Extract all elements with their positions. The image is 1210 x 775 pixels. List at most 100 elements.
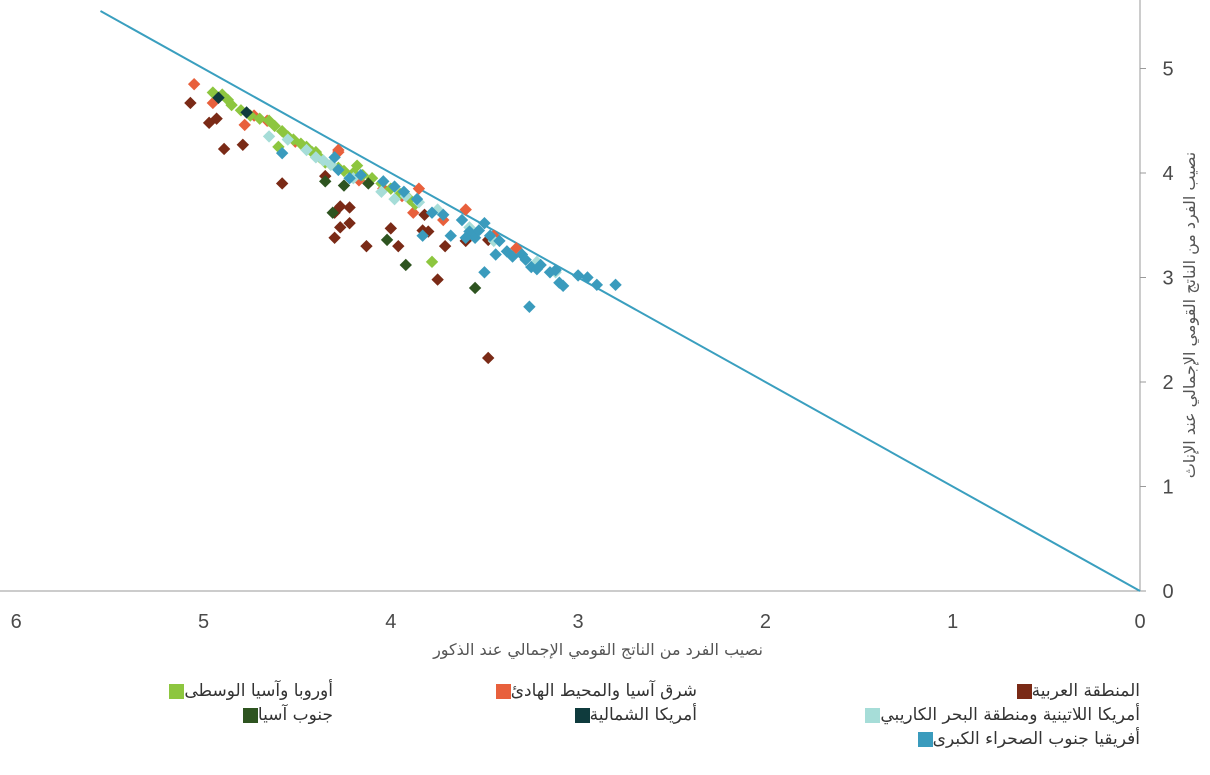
legend-item: أفريقيا جنوب الصحراء الكبرى <box>910 729 1140 749</box>
data-point <box>549 263 562 277</box>
legend-item: أوروبا وآسيا الوسطى <box>161 681 333 701</box>
data-point <box>217 142 231 156</box>
data-point <box>332 163 345 177</box>
data-point <box>360 239 373 253</box>
data-point <box>354 168 368 182</box>
legend-item: جنوب آسيا <box>235 705 333 725</box>
legend-swatch <box>1016 683 1032 699</box>
data-point <box>412 182 426 195</box>
data-point <box>472 224 486 237</box>
data-point <box>431 273 444 286</box>
y-tick-label: 5 <box>1162 59 1173 81</box>
data-point <box>388 192 401 206</box>
data-point <box>483 229 497 242</box>
legend-swatch <box>574 707 590 723</box>
x-tick-label: 0 <box>1134 611 1145 633</box>
data-point <box>397 185 411 199</box>
legend-swatch <box>495 683 511 699</box>
data-point <box>281 133 294 146</box>
data-point <box>444 229 457 242</box>
legend-label: أمريكا اللاتينية ومنطقة البحر الكاريبي <box>880 705 1140 725</box>
y-axis-title: نصيب الفرد من الناتج القومي الإجمالي عند… <box>1180 152 1200 479</box>
x-tick-label: 4 <box>385 611 396 633</box>
data-point <box>300 143 313 157</box>
data-point <box>481 351 495 365</box>
data-point <box>210 112 223 125</box>
data-point <box>519 253 532 266</box>
scatter-chart: 6 5 4 3 2 1 0 0 1 2 3 4 5 نصيب الفرد من الناتج القو… <box>0 0 1200 660</box>
data-point <box>377 175 390 188</box>
data-point <box>380 233 394 247</box>
data-point <box>268 119 281 133</box>
data-point <box>392 239 405 253</box>
legend-item: شرق آسيا والمحيط الهادئ <box>488 681 697 701</box>
data-point <box>455 213 469 227</box>
reference-line <box>99 10 1141 592</box>
data-point <box>468 281 482 295</box>
data-point <box>343 172 356 185</box>
data-point <box>337 179 351 192</box>
data-point <box>262 130 276 143</box>
data-point <box>275 146 289 160</box>
data-point <box>343 216 356 230</box>
x-tick-label: 6 <box>11 611 22 633</box>
x-tick-label: 5 <box>198 611 209 633</box>
data-point <box>350 159 364 172</box>
data-point <box>416 229 429 242</box>
data-point <box>493 234 506 248</box>
data-point <box>253 112 266 125</box>
data-point <box>530 262 544 276</box>
data-point <box>437 208 450 221</box>
data-point <box>500 245 514 258</box>
data-point <box>328 151 341 164</box>
data-point <box>384 222 397 235</box>
data-point <box>489 248 502 261</box>
y-axis-ticks: 0 1 2 3 4 5 <box>1140 59 1174 603</box>
legend-label: جنوب آسيا <box>257 705 333 725</box>
y-tick-label: 3 <box>1162 268 1173 290</box>
data-point <box>438 239 452 253</box>
data-point <box>236 138 250 151</box>
y-tick-label: 4 <box>1162 163 1173 185</box>
data-point <box>407 206 420 219</box>
data-point <box>410 192 424 206</box>
data-point <box>184 96 197 110</box>
data-point <box>238 118 251 132</box>
data-point <box>326 206 339 219</box>
x-axis-title: نصيب الفرد من الناتج القومي الإجمالي عند… <box>432 640 763 660</box>
legend-swatch <box>917 731 933 747</box>
data-point <box>399 258 412 272</box>
data-points <box>184 77 622 365</box>
data-point <box>362 177 375 190</box>
data-point <box>506 250 519 263</box>
data-point <box>515 248 529 261</box>
data-point <box>534 258 547 272</box>
data-point <box>225 98 238 112</box>
legend-label: شرق آسيا والمحيط الهادئ <box>510 681 697 701</box>
legend-swatch <box>242 707 258 723</box>
data-point <box>609 278 622 292</box>
data-point <box>478 216 491 230</box>
legend-swatch <box>169 683 185 699</box>
x-tick-label: 2 <box>760 611 771 633</box>
data-point <box>523 300 536 313</box>
data-point <box>590 278 604 292</box>
data-point <box>388 180 401 193</box>
legend-swatch <box>865 707 881 723</box>
data-point <box>375 185 388 199</box>
legend-item: أمريكا الشمالية <box>567 705 697 725</box>
legend-label: أمريكا الشمالية <box>589 705 697 725</box>
data-point <box>334 221 347 234</box>
x-tick-label: 3 <box>573 611 584 633</box>
legend-item: أمريكا اللاتينية ومنطقة البحر الكاريبي <box>857 705 1140 725</box>
x-axis-ticks: 6 5 4 3 2 1 0 <box>11 611 1146 633</box>
data-point <box>221 93 235 107</box>
data-point <box>425 255 439 269</box>
legend-label: أفريقيا جنوب الصحراء الكبرى <box>932 729 1140 749</box>
data-point <box>212 91 225 104</box>
data-point <box>337 164 351 178</box>
data-point <box>459 231 472 244</box>
legend-label: المنطقة العربية <box>1031 681 1140 701</box>
y-tick-label: 1 <box>1162 477 1173 499</box>
legend-label: أوروبا وآسيا الوسطى <box>184 681 333 701</box>
